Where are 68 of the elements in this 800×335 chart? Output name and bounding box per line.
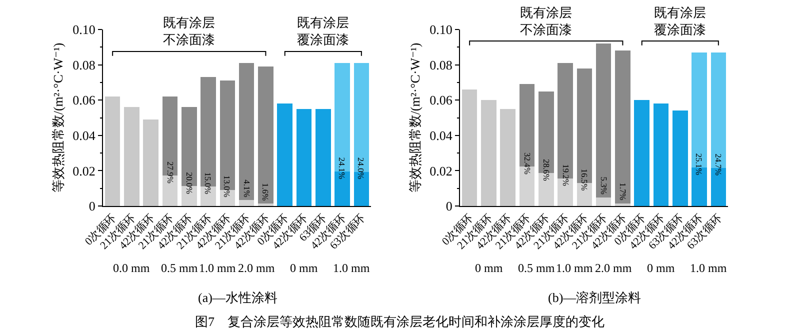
text: 0 mm — [290, 261, 318, 275]
annotation: 24.0% — [356, 157, 366, 180]
y-tick-label: 0.10 — [72, 22, 96, 38]
bar — [296, 108, 312, 206]
bar — [124, 107, 140, 206]
bar — [315, 108, 331, 206]
y-tick-label: 0.10 — [430, 22, 452, 38]
text: 1.0 mm — [199, 261, 236, 275]
annotation: 4.1% — [242, 180, 252, 198]
bar — [615, 203, 630, 206]
annotation: 20.0% — [184, 172, 194, 194]
y-tick-label: 0.08 — [430, 57, 452, 72]
caption: 图7 复合涂层等效热阻常数随既有涂层老化时间和补涂涂层厚度的变化 — [195, 314, 604, 329]
annotation: 24.1% — [336, 157, 347, 180]
bar — [238, 63, 254, 200]
bar — [634, 100, 650, 206]
text: 0.5 mm — [518, 261, 556, 275]
annotation: 25.1% — [694, 153, 704, 176]
annotation: 既有涂层不涂面漆 — [163, 15, 215, 47]
bar — [258, 66, 274, 204]
y-tick-label: 0.06 — [430, 92, 453, 108]
text: 0.5 mm — [161, 261, 198, 275]
bar — [672, 110, 688, 206]
bar — [481, 100, 496, 206]
annotation: 32.4% — [522, 152, 532, 174]
bar — [462, 90, 478, 206]
annotation: 24.7% — [713, 154, 724, 176]
text: 1.0 mm — [333, 261, 370, 275]
text: 2.0 mm — [595, 261, 632, 275]
text: 1.0 mm — [556, 261, 594, 275]
annotation: 19.2% — [560, 164, 571, 186]
bar — [238, 200, 254, 206]
y-tick-label: 0.04 — [72, 128, 96, 143]
bar — [596, 44, 612, 198]
annotation: 15.0% — [202, 172, 213, 194]
annotation: 16.5% — [580, 168, 590, 191]
text: 2.0 mm — [238, 261, 276, 275]
y-axis-title: 等效热阻常数/(m²·°C·W⁻¹) — [50, 42, 66, 193]
text: (b)—溶剂型涂料 — [548, 290, 642, 305]
bar — [500, 108, 516, 206]
y-tick-label: 0.06 — [72, 92, 96, 108]
y-tick-label: 0.02 — [72, 163, 96, 178]
annotation: 既有涂层覆涂面漆 — [297, 15, 349, 47]
annotation: 13.0% — [222, 175, 232, 198]
text: 1.0 mm — [690, 261, 728, 275]
text: 0 mm — [647, 261, 676, 275]
bar — [277, 104, 293, 206]
y-tick-label: 0 — [446, 198, 452, 214]
y-tick-label: 0.02 — [430, 163, 452, 178]
bar — [596, 197, 612, 206]
bar — [615, 50, 630, 204]
bar — [143, 120, 159, 206]
text: 0.0 mm — [113, 261, 150, 275]
annotation: 27.9% — [165, 161, 176, 184]
annotation: 1.7% — [618, 182, 628, 200]
annotation: 既有涂层不涂面漆 — [520, 5, 572, 37]
text: (a)—水性涂料 — [198, 290, 278, 305]
y-tick-label: 0.04 — [430, 128, 453, 143]
y-tick-label: 0 — [88, 198, 96, 214]
annotation: 既有涂层覆涂面漆 — [654, 5, 706, 37]
bar — [653, 104, 669, 206]
y-axis-title: 等效热阻常数/(m²·°C·W⁻¹) — [408, 42, 423, 193]
annotation: 28.6% — [541, 159, 552, 181]
y-tick-label: 0.08 — [72, 57, 96, 72]
annotation: 1.6% — [260, 183, 270, 201]
annotation: 5.3% — [598, 176, 609, 194]
text: 0 mm — [475, 261, 504, 275]
bar — [104, 96, 120, 206]
